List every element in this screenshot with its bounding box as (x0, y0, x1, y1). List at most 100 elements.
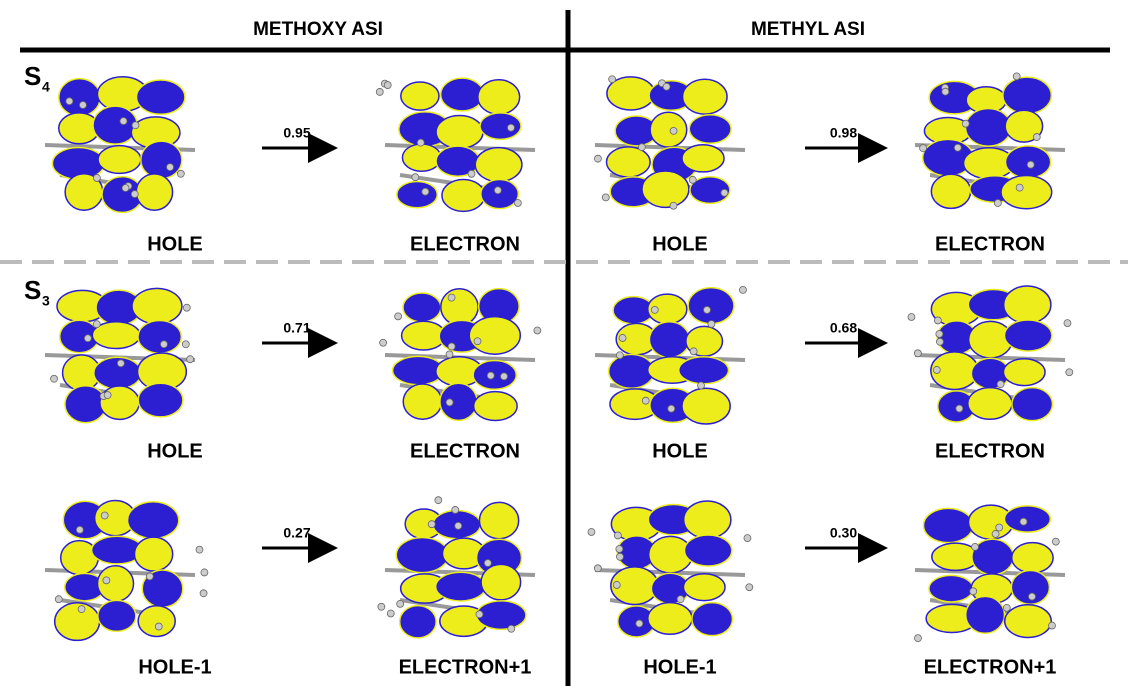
atom (914, 635, 921, 642)
orbital-lobe (679, 357, 729, 384)
atom (609, 76, 616, 83)
orbital-lobe (1005, 605, 1052, 638)
atom (651, 306, 658, 313)
atom (103, 577, 110, 584)
orbital-lobe (684, 501, 731, 538)
atom (992, 530, 999, 537)
atom (428, 521, 435, 528)
orbital-lobe (1012, 388, 1053, 421)
atom (663, 83, 670, 90)
atom (476, 611, 483, 618)
orbital-lobe (648, 603, 692, 635)
orbital-lobe (481, 564, 521, 600)
hole-label: HOLE-1 (643, 656, 716, 678)
orbital-lobe (1003, 77, 1052, 113)
orbital-image (915, 73, 1065, 209)
atom (1029, 593, 1036, 600)
atom (619, 334, 626, 341)
atom (668, 405, 675, 412)
orbital-lobe (1003, 359, 1045, 386)
orbital-lobe (138, 321, 181, 354)
atom (501, 373, 508, 380)
atom (384, 82, 391, 89)
atom (182, 341, 189, 348)
orbital-lobe (682, 388, 730, 424)
orbital-lobe (436, 116, 483, 149)
transition-weight: 0.30 (830, 525, 857, 541)
orbital-lobe (650, 112, 687, 147)
orbital-lobe (642, 171, 689, 207)
orbital-image (594, 76, 745, 209)
atom (435, 497, 442, 504)
orbital-lobe (97, 566, 133, 602)
electron-label: ELECTRON (410, 440, 520, 462)
orbital-lobe (606, 147, 650, 177)
orbital-lobe (968, 388, 1012, 420)
atom (1020, 518, 1027, 525)
atom (638, 144, 645, 151)
atom (160, 341, 167, 348)
atom (936, 330, 943, 337)
atom (996, 524, 1003, 531)
atom (689, 176, 696, 183)
orbital-lobe (136, 80, 185, 114)
orbital-lobe (965, 109, 1011, 147)
atom (187, 356, 194, 363)
atom (494, 187, 501, 194)
page: {"header": {"left": "METHOXY ASI", "righ… (0, 0, 1128, 686)
column-header: METHYL ASI (751, 19, 865, 40)
atom (200, 590, 207, 597)
atom (698, 382, 705, 389)
atom (514, 199, 521, 206)
orbital-image (908, 286, 1073, 422)
atom (78, 606, 85, 613)
orbital-lobe (972, 539, 1014, 574)
atom (908, 313, 915, 320)
state-symbol: S (24, 61, 41, 91)
atom (146, 573, 153, 580)
atom (972, 543, 979, 550)
atom (962, 120, 969, 127)
atom (446, 399, 453, 406)
atom (970, 588, 977, 595)
atom (994, 200, 1001, 207)
atom (66, 98, 73, 105)
orbital-lobe (1001, 175, 1052, 208)
atom (201, 569, 208, 576)
atom (616, 545, 623, 552)
orbital-lobe (132, 288, 182, 324)
atom (602, 194, 609, 201)
atom (997, 381, 1004, 388)
atom (448, 294, 455, 301)
atom (721, 189, 728, 196)
atom (196, 546, 203, 553)
atom (93, 174, 100, 181)
atom (395, 313, 402, 320)
orbital-lobe (476, 601, 525, 630)
atom (1064, 320, 1071, 327)
orbital-lobe (403, 293, 441, 322)
atom (934, 317, 941, 324)
hole-label: HOLE (147, 233, 203, 255)
orbital-lobe (929, 575, 973, 602)
orbital-image (45, 288, 195, 422)
orbital-lobe (98, 600, 136, 631)
orbital-lobe (401, 82, 439, 110)
atom (739, 286, 746, 293)
orbital-image (376, 78, 535, 211)
orbital-lobe (436, 572, 486, 601)
orbital-lobe (683, 574, 725, 601)
orbital-lobe (55, 603, 100, 641)
atom (594, 155, 601, 162)
orbital-lobe (966, 596, 1005, 633)
atom (120, 118, 127, 125)
orbital-image (588, 501, 753, 637)
atom (122, 185, 129, 192)
atom (79, 102, 86, 109)
atom (1033, 134, 1040, 141)
orbital-lobe (689, 115, 731, 144)
atom (614, 532, 621, 539)
orbital-lobe (98, 146, 141, 174)
atom (616, 553, 623, 560)
atom (84, 335, 91, 342)
